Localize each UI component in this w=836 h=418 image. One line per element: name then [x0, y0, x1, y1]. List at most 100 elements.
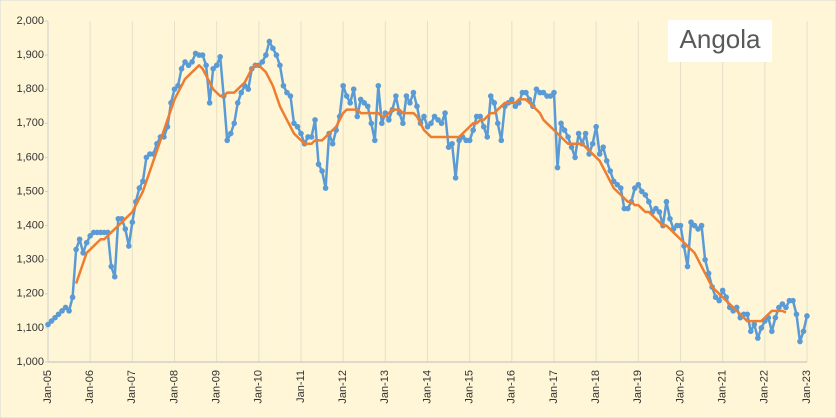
data-point — [800, 328, 807, 335]
data-point — [185, 62, 192, 69]
data-point — [772, 314, 779, 321]
data-point — [632, 185, 638, 191]
data-point — [182, 59, 188, 65]
data-point — [596, 151, 603, 157]
data-point — [512, 103, 519, 110]
title-box — [668, 20, 772, 62]
data-point — [414, 103, 420, 110]
data-point — [755, 335, 761, 341]
data-point — [498, 137, 505, 144]
data-point — [484, 134, 491, 140]
data-point — [329, 140, 336, 147]
data-point — [393, 93, 399, 99]
data-point — [452, 175, 459, 181]
data-point — [48, 318, 55, 324]
data-point — [554, 164, 561, 171]
data-point — [449, 140, 455, 147]
data-point — [751, 321, 758, 328]
data-point — [73, 246, 79, 253]
data-point — [210, 65, 216, 72]
x-tick-label: Jan-23 — [801, 370, 813, 404]
data-point — [617, 185, 624, 191]
data-point — [747, 328, 754, 335]
data-point — [688, 219, 694, 225]
data-point — [136, 185, 143, 191]
data-point — [614, 181, 621, 188]
data-point — [790, 297, 796, 304]
x-tick-label: Jan-06 — [84, 370, 96, 404]
data-point — [603, 158, 610, 164]
data-point — [589, 140, 596, 147]
series-line — [74, 64, 787, 323]
data-point — [797, 338, 803, 345]
data-point — [677, 222, 684, 229]
data-point — [238, 89, 245, 96]
data-point — [178, 65, 185, 72]
x-tick-label: Jan-13 — [379, 370, 391, 404]
data-point — [491, 100, 498, 106]
data-point — [565, 134, 571, 140]
data-point — [284, 89, 290, 96]
data-point — [206, 100, 213, 106]
data-point — [171, 86, 178, 92]
data-point — [793, 311, 800, 318]
data-point — [386, 117, 392, 123]
data-point — [375, 82, 382, 89]
x-tick-label: Jan-17 — [548, 370, 560, 404]
data-point — [431, 113, 438, 120]
data-point — [45, 321, 51, 328]
data-point — [364, 103, 371, 110]
data-point — [540, 89, 547, 96]
data-point — [140, 178, 146, 185]
data-point — [379, 120, 385, 127]
x-tick-label: Jan-10 — [253, 370, 265, 404]
x-tick-label: Jan-21 — [717, 370, 729, 404]
data-point — [217, 54, 223, 60]
data-point — [76, 236, 83, 243]
data-point — [523, 89, 529, 96]
data-point — [357, 96, 364, 103]
data-point — [111, 273, 118, 280]
data-point — [199, 52, 206, 58]
y-tick-label: 1,100 — [16, 322, 44, 334]
x-tick-label: Jan-11 — [295, 370, 307, 403]
data-point — [470, 127, 476, 133]
data-point — [270, 45, 276, 52]
x-tick-label: Jan-22 — [759, 370, 771, 404]
data-point — [435, 117, 441, 123]
data-point — [231, 120, 238, 127]
x-tick-label: Jan-05 — [42, 370, 54, 404]
data-point — [80, 250, 86, 256]
data-point — [642, 192, 649, 198]
data-point — [783, 304, 789, 311]
x-tick-label: Jan-08 — [168, 370, 180, 404]
data-point — [716, 297, 722, 304]
data-point — [350, 86, 357, 92]
y-tick-label: 1,900 — [16, 49, 44, 61]
data-point — [776, 304, 782, 311]
data-point — [298, 130, 304, 137]
x-tick-label: Jan-07 — [126, 370, 138, 404]
plot — [45, 38, 810, 345]
data-point — [234, 100, 241, 106]
data-point — [456, 137, 462, 144]
data-point — [607, 168, 614, 174]
data-point — [403, 93, 410, 99]
y-tick-label: 2,000 — [16, 15, 44, 27]
data-point — [59, 308, 65, 314]
data-point — [52, 314, 58, 321]
data-point — [371, 137, 378, 144]
data-point — [568, 144, 575, 150]
y-tick-label: 1,000 — [16, 356, 44, 368]
data-point — [245, 86, 252, 92]
data-point — [593, 123, 599, 130]
data-point — [547, 93, 554, 99]
data-point — [558, 120, 564, 127]
data-point — [646, 198, 652, 205]
data-point — [122, 226, 129, 232]
data-point — [263, 52, 269, 58]
data-point — [308, 134, 315, 140]
data-point — [480, 123, 487, 130]
data-point — [203, 62, 209, 69]
